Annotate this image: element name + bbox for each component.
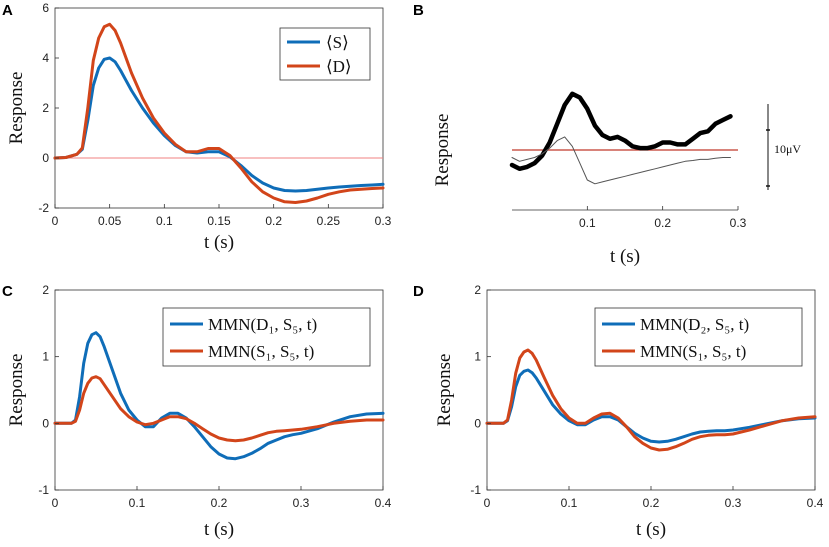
series-line-2 (53, 22, 385, 204)
legend-entry: MMN(D₂, S₅, t) (640, 315, 749, 334)
x-tick-label: 0.3 (375, 214, 392, 228)
x-tick-label: 0.05 (98, 214, 122, 228)
x-tick-label: 0.1 (579, 216, 596, 230)
y-tick-label: -1 (470, 483, 481, 497)
x-tick-label: 0.2 (654, 216, 671, 230)
x-axis-label: t (s) (636, 519, 666, 540)
y-tick-label: 2 (42, 283, 49, 297)
x-tick-label: 0.4 (375, 496, 392, 510)
x-tick-label: 0.1 (129, 496, 146, 510)
y-tick-label: 0 (42, 151, 49, 165)
series-layer (509, 91, 733, 185)
y-axis-label: Response (6, 72, 27, 145)
series-line-2 (511, 136, 731, 185)
y-tick-label: 4 (42, 51, 49, 65)
legend-entry: MMN(S₁, S₅, t) (640, 342, 746, 361)
series-line-1 (509, 91, 733, 172)
series-line-2 (53, 375, 385, 443)
x-tick-label: 0.25 (317, 214, 341, 228)
scale-bar: 10μV (766, 104, 801, 190)
series-layer (485, 348, 817, 452)
series-layer (53, 331, 385, 461)
panel-letter-b: B (413, 2, 424, 19)
scale-bar-label: 10μV (774, 142, 801, 156)
panel-letter-d: D (413, 283, 424, 300)
y-tick-label: 0 (42, 416, 49, 430)
y-tick-label: 0 (474, 416, 481, 430)
x-tick-label: 0.3 (293, 496, 310, 510)
legend-entry: ⟨S⟩ (326, 33, 349, 52)
y-tick-label: 2 (474, 283, 481, 297)
x-tick-label: 0.2 (643, 496, 660, 510)
legend: MMN(D₂, S₅, t) MMN(S₁, S₅, t) (594, 307, 803, 367)
x-tick-label: 0.3 (730, 216, 747, 230)
x-axis-label: t (s) (204, 232, 234, 253)
panel-b: B 0.1 0.2 0.3 t (s) Response 10μV (413, 2, 801, 267)
panel-letter-c: C (2, 283, 13, 300)
y-axis-label: Response (432, 114, 453, 187)
y-tick-label: 2 (42, 101, 49, 115)
x-axis-label: t (s) (610, 246, 640, 267)
y-tick-label: -1 (38, 483, 49, 497)
legend-box (162, 307, 371, 367)
ticks-layer: 0.1 0.2 0.3 (579, 206, 747, 230)
x-tick-label: 0 (484, 496, 491, 510)
x-tick-label: 0.1 (561, 496, 578, 510)
x-tick-label: 0 (52, 496, 59, 510)
legend-entry: ⟨D⟩ (326, 57, 352, 76)
x-tick-label: 0.2 (211, 496, 228, 510)
x-tick-label: 0.1 (156, 214, 173, 228)
x-tick-label: 0.2 (265, 214, 282, 228)
x-axis-label: t (s) (204, 519, 234, 540)
legend-box (279, 27, 371, 81)
series-line-2 (485, 348, 817, 452)
x-tick-label: 0.4 (807, 496, 824, 510)
y-tick-label: 6 (42, 1, 49, 15)
y-tick-label: 1 (42, 350, 49, 364)
legend: ⟨S⟩ ⟨D⟩ (279, 27, 371, 81)
legend-entry: MMN(D₁, S₅, t) (208, 315, 317, 334)
series-line-1 (485, 368, 817, 444)
y-tick-label: 1 (474, 350, 481, 364)
legend-entry: MMN(S₁, S₅, t) (208, 342, 314, 361)
x-tick-label: 0.15 (207, 214, 231, 228)
series-layer (53, 22, 385, 204)
legend-box (594, 307, 803, 367)
legend: MMN(D₁, S₅, t) MMN(S₁, S₅, t) (162, 307, 371, 367)
y-tick-label: -2 (38, 201, 49, 215)
x-tick-label: 0 (52, 214, 59, 228)
x-tick-label: 0.3 (725, 496, 742, 510)
y-axis-label: Response (434, 354, 455, 427)
y-axis-label: Response (6, 354, 27, 427)
panel-letter-a: A (2, 2, 13, 19)
